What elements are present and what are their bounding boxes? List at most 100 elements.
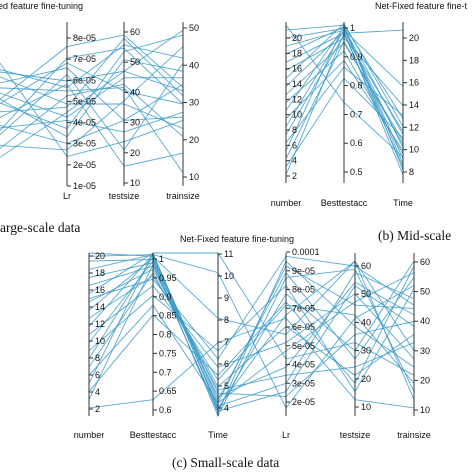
tick-label: 2e-05 xyxy=(73,160,96,170)
tick-label: 4 xyxy=(95,387,100,397)
tick-label: 12 xyxy=(95,319,105,329)
tick-label: 6 xyxy=(224,359,229,369)
panel-title: Net-Fixed feature fine-tuning xyxy=(180,234,294,244)
axis-label-6: trainsize xyxy=(397,430,431,440)
tick-label: 60 xyxy=(130,27,140,37)
tick-label: 5e-05 xyxy=(292,341,315,351)
series-line-13 xyxy=(88,284,415,393)
tick-label: 0.7 xyxy=(350,109,363,119)
axis-label-4: trainsize xyxy=(166,191,200,201)
tick-label: 4 xyxy=(292,156,297,166)
tick-label: 30 xyxy=(420,346,430,356)
panel-3: 20 18 16 14 12 10 8 6 4 2 number 1 0.95 0.9 0.85 0.8 0.7… xyxy=(74,234,431,440)
tick-label: 0.8 xyxy=(350,81,363,91)
series-line-20 xyxy=(88,317,415,409)
series-line-18 xyxy=(0,77,183,118)
axis-label-2: Lr xyxy=(63,191,71,201)
tick-label: 2 xyxy=(95,404,100,414)
tick-label: 0.95 xyxy=(159,273,177,283)
series-line-7 xyxy=(88,268,415,388)
series-line-10 xyxy=(88,253,415,401)
series-line-7 xyxy=(0,111,184,133)
tick-label: 8 xyxy=(409,167,414,177)
tick-label: 18 xyxy=(95,268,105,278)
series-line-16 xyxy=(88,265,415,404)
series-line-1 xyxy=(88,252,415,409)
tick-label: 7e-05 xyxy=(73,54,96,64)
tick-label: 6e-05 xyxy=(292,322,315,332)
tick-label: 40 xyxy=(420,316,430,326)
tick-label: 16 xyxy=(95,285,105,295)
tick-label: 50 xyxy=(189,23,199,33)
tick-label: 20 xyxy=(361,374,371,384)
tick-label: 20 xyxy=(130,148,140,158)
tick-label: 0.65 xyxy=(159,386,177,396)
tick-label: 20 xyxy=(292,33,302,43)
series-line-17 xyxy=(88,252,415,384)
tick-label: 10 xyxy=(361,402,371,412)
tick-label: 12 xyxy=(292,94,302,104)
tick-label: 5e-05 xyxy=(73,96,96,106)
tick-label: 30 xyxy=(361,346,371,356)
series-line-9 xyxy=(88,275,415,384)
tick-label: 20 xyxy=(420,375,430,385)
series-line-22 xyxy=(88,255,415,360)
tick-label: 10 xyxy=(292,110,302,120)
series-line-5 xyxy=(0,37,184,113)
series-line-19 xyxy=(0,116,184,144)
series-line-15 xyxy=(0,76,184,130)
tick-label: 50 xyxy=(130,57,140,67)
tick-label: 1 xyxy=(159,254,164,264)
caption-a: arge-scale data xyxy=(0,220,80,235)
tick-label: 2 xyxy=(292,171,297,181)
tick-label: 1e-05 xyxy=(73,181,96,191)
tick-label: 6 xyxy=(95,370,100,380)
tick-label: 10 xyxy=(130,178,140,188)
tick-label: 16 xyxy=(409,78,419,88)
tick-label: 18 xyxy=(292,48,302,58)
tick-label: 60 xyxy=(361,261,371,271)
tick-label: 0.85 xyxy=(159,311,177,321)
tick-label: 40 xyxy=(189,60,199,70)
tick-label: 50 xyxy=(361,289,371,299)
tick-label: 10 xyxy=(409,145,419,155)
tick-label: 10 xyxy=(224,271,234,281)
axis-label-3: testsize xyxy=(109,191,140,201)
tick-label: 8e-05 xyxy=(73,33,96,43)
tick-label: 50 xyxy=(420,287,430,297)
tick-label: 3e-05 xyxy=(73,139,96,149)
series-line-8 xyxy=(0,59,184,138)
series-line-1 xyxy=(0,34,184,100)
tick-label: 40 xyxy=(361,317,371,327)
series-line-11 xyxy=(0,83,184,167)
axis-label-2: Besttestacc xyxy=(321,198,368,208)
panel-1: me8e-057e-056e-055e-054e-053e-052e-051e-… xyxy=(0,1,200,201)
series-line-2 xyxy=(0,47,184,131)
series-line-18 xyxy=(88,265,415,392)
tick-label: 6e-05 xyxy=(73,75,96,85)
caption-b: (b) Mid-scale xyxy=(378,228,451,243)
tick-label: 0.0001 xyxy=(292,247,320,257)
series-line-14 xyxy=(0,34,184,130)
tick-label: 14 xyxy=(95,302,105,312)
series-line-19 xyxy=(88,263,415,412)
series-line-10 xyxy=(0,62,184,158)
axis-label-1: number xyxy=(74,430,105,440)
tick-label: 0.6 xyxy=(159,405,172,415)
tick-label: 0.6 xyxy=(350,138,363,148)
series-line-21 xyxy=(88,254,415,409)
axis-label-4: Lr xyxy=(282,430,290,440)
tick-label: 7 xyxy=(224,337,229,347)
axis-label-3: Time xyxy=(393,198,413,208)
series-line-20 xyxy=(0,44,184,89)
tick-label: 8e-05 xyxy=(292,285,315,295)
panel-2: 20 18 16 14 12 10 8 6 4 2 number 1 0.9 0.8 0.7 0.6 0.5 Be… xyxy=(271,1,468,208)
tick-label: 0.75 xyxy=(159,348,177,358)
tick-label: 10 xyxy=(189,172,199,182)
tick-label: 20 xyxy=(189,135,199,145)
series-line-11 xyxy=(88,284,415,368)
tick-label: 10 xyxy=(420,405,430,415)
panel-title: Net-Fixed feature fine-t xyxy=(375,1,468,11)
panel-title: ed feature fine-tuning xyxy=(0,1,83,11)
